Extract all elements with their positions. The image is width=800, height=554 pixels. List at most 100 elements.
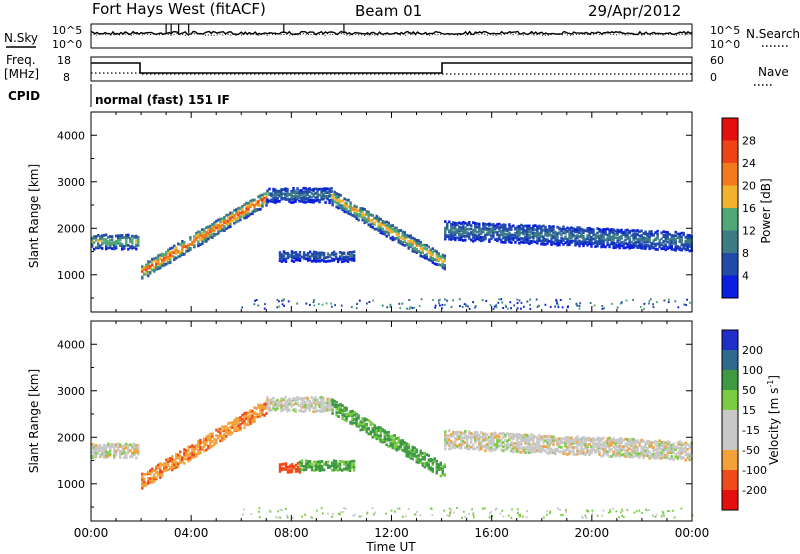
echo-cell [125, 446, 128, 449]
echo-cell [686, 454, 689, 458]
echo-cell [542, 228, 545, 232]
echo-cell [504, 439, 507, 442]
echo-cell [310, 254, 314, 258]
echo-cell [508, 234, 511, 237]
echo-cell [648, 238, 651, 241]
echo-cell [618, 454, 621, 458]
echo-cell [395, 445, 398, 448]
echo-cell [153, 477, 156, 480]
echo-cell [678, 246, 681, 249]
echo-cell [253, 420, 256, 423]
nave-label: Nave [758, 65, 789, 79]
echo-cell [592, 446, 595, 450]
echo-cell [233, 216, 236, 219]
echo-cell [361, 422, 364, 426]
clutter-cell [449, 511, 452, 514]
echo-cell [554, 233, 557, 237]
echo-cell [660, 456, 663, 460]
clutter-cell [398, 507, 401, 510]
echo-cell [211, 434, 214, 438]
echo-cell [284, 260, 288, 263]
echo-cell [666, 456, 669, 460]
echo-cell [373, 221, 376, 225]
echo-cell [444, 220, 447, 223]
echo-cell [335, 198, 338, 202]
echo-cell [522, 241, 525, 244]
echo-cell [229, 225, 232, 228]
echo-cell [113, 447, 116, 450]
echo-cell [462, 432, 465, 435]
echo-cell [137, 443, 140, 447]
echo-cell [642, 237, 645, 241]
echo-cell [308, 250, 312, 254]
echo-cell [357, 424, 360, 428]
echo-cell [294, 397, 297, 401]
echo-cell [165, 461, 168, 465]
echo-cell [328, 405, 331, 408]
echo-cell [472, 233, 475, 237]
echo-cell [464, 446, 467, 449]
echo-cell [181, 460, 184, 464]
echo-cell [324, 460, 328, 464]
echo-cell [91, 454, 94, 458]
echo-cell [636, 454, 639, 458]
echo-cell [590, 237, 593, 241]
echo-cell [223, 219, 226, 223]
echo-cell [165, 254, 168, 258]
echo-cell [554, 230, 557, 234]
echo-cell [169, 247, 172, 250]
echo-cell [209, 445, 212, 449]
echo-cell [401, 243, 404, 246]
echo-cell [143, 272, 146, 276]
echo-cell [626, 448, 629, 452]
echo-cell [562, 449, 565, 453]
echo-cell [466, 227, 469, 231]
echo-cell [165, 467, 168, 470]
echo-cell [598, 450, 601, 454]
echo-cell [261, 406, 264, 410]
echo-cell [433, 457, 436, 461]
echo-cell [586, 229, 589, 233]
echo-cell [606, 444, 609, 448]
echo-cell [480, 229, 483, 233]
echo-cell [161, 463, 164, 467]
echo-cell [512, 450, 515, 454]
echo-cell [454, 441, 457, 444]
echo-cell [393, 226, 396, 230]
echo-cell [666, 237, 669, 240]
echo-cell [586, 227, 589, 230]
echo-cell [636, 449, 639, 453]
echo-cell [385, 433, 388, 437]
echo-cell [474, 238, 477, 242]
echo-cell [296, 190, 299, 194]
echo-cell [524, 447, 527, 451]
clutter-cell [465, 303, 468, 306]
echo-cell [634, 454, 637, 457]
echo-cell [103, 233, 106, 237]
echo-cell [576, 437, 579, 441]
echo-cell [514, 445, 517, 449]
echo-cell [336, 468, 340, 472]
echo-cell [330, 405, 333, 409]
echo-cell [441, 262, 444, 266]
echo-cell [302, 405, 305, 409]
echo-cell [119, 241, 122, 245]
echo-cell [576, 435, 579, 439]
echo-cell [658, 446, 661, 450]
echo-cell [626, 242, 629, 246]
echo-cell [468, 430, 471, 434]
echo-cell [91, 244, 94, 248]
echo-cell [294, 194, 297, 197]
echo-cell [211, 223, 214, 226]
echo-cell [302, 399, 305, 402]
echo-cell [504, 227, 507, 230]
echo-cell [290, 259, 294, 263]
echo-cell [284, 400, 287, 404]
echo-cell [347, 209, 350, 213]
echo-cell [439, 463, 442, 466]
echo-cell [270, 198, 273, 202]
echo-cell [397, 436, 400, 440]
echo-cell [618, 450, 621, 454]
